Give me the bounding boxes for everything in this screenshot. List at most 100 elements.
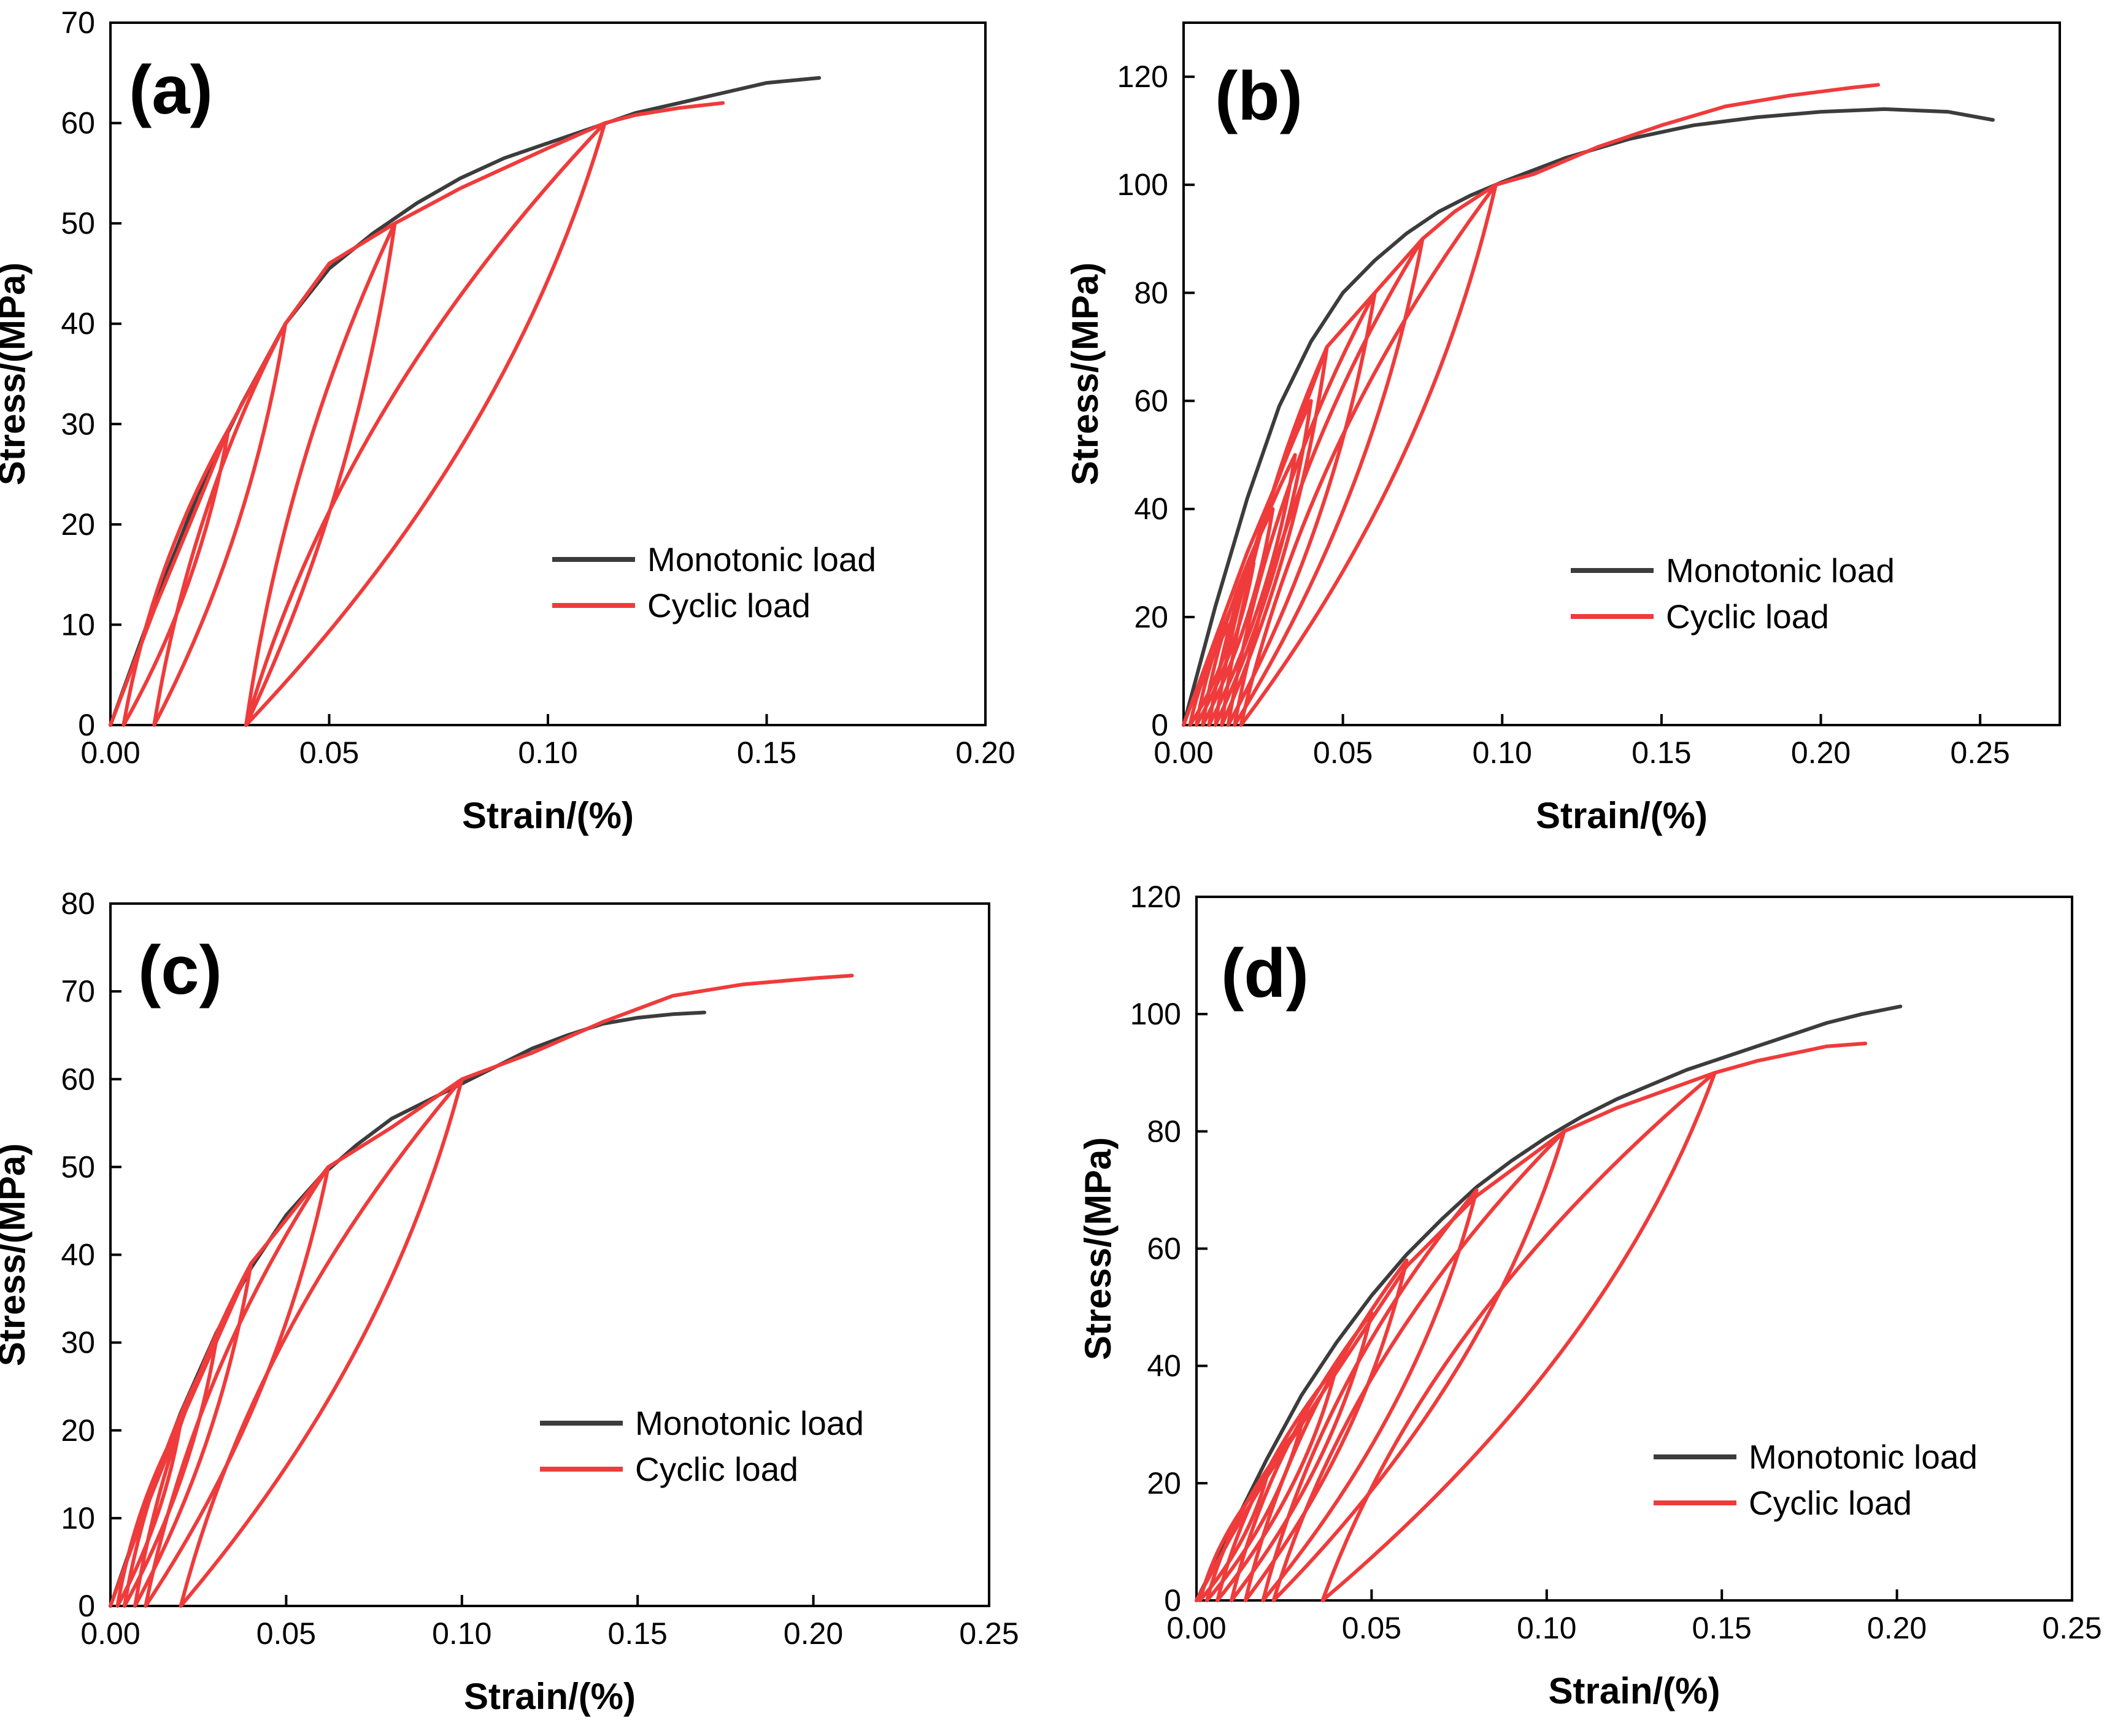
x-tick-label: 0.05 [1342, 1611, 1401, 1645]
cyclic-load-loop [244, 121, 607, 727]
y-tick-label: 20 [1134, 600, 1168, 634]
cyclic-load-envelope [1182, 83, 1880, 727]
cyclic-load-loop [1271, 1129, 1566, 1602]
panel-label: (c) [138, 932, 222, 1008]
legend-label-cyclic: Cyclic load [1666, 597, 1829, 636]
x-tick-label: 0.20 [784, 1616, 843, 1651]
x-tick-label: 0.20 [955, 735, 1015, 770]
y-tick-label: 10 [61, 1501, 95, 1535]
panel-b: 0.00 0.05 0.10 0.15 0.20 0.25 0 20 40 60 80 100 120 S… [1065, 21, 2061, 836]
plot-frame [109, 21, 987, 726]
y-tick-label: 0 [1164, 1583, 1181, 1618]
cyclic-load-envelope [109, 974, 854, 1608]
y-tick-label: 60 [1147, 1232, 1181, 1266]
panel-label: (d) [1221, 935, 1309, 1012]
legend-label-monotonic: Monotonic load [1666, 551, 1895, 590]
y-tick-label: 20 [1147, 1466, 1181, 1500]
cyclic-load-envelope [1195, 1042, 1868, 1602]
y-axis-title: Stress/(MPa) [1077, 1137, 1119, 1360]
x-tick-label: 0.05 [256, 1616, 316, 1651]
y-tick-label: 120 [1130, 880, 1181, 914]
y-tick-label: 0 [78, 1589, 95, 1623]
cyclic-load-loop [1320, 1070, 1717, 1602]
x-tick-label: 0.00 [1154, 735, 1213, 770]
panel-label: (b) [1215, 58, 1303, 134]
y-tick-label: 80 [1147, 1114, 1181, 1148]
cyclic-load-loop [244, 221, 397, 727]
x-tick-label: 0.00 [1166, 1611, 1226, 1645]
y-axis-title: Stress/(MPa) [0, 1143, 33, 1366]
cyclic-load-loop [152, 321, 288, 727]
x-tick-label: 0.15 [1692, 1611, 1752, 1645]
y-tick-label: 40 [1134, 492, 1168, 526]
y-tick-label: 50 [61, 206, 95, 240]
x-tick-label: 0.25 [1951, 735, 2010, 770]
x-tick-label: 0.15 [737, 735, 796, 770]
cyclic-load-loop [122, 1340, 218, 1608]
y-tick-label: 120 [1117, 60, 1168, 94]
panel-c: 0.00 0.05 0.10 0.15 0.20 0.25 0 10 20 30 40 50 60 70 8… [0, 886, 1019, 1717]
cyclic-load-loop [1230, 1311, 1374, 1602]
x-tick-label: 0.10 [1473, 735, 1532, 770]
y-tick-label: 20 [61, 507, 95, 542]
cyclic-load-loop [1215, 1364, 1339, 1602]
y-tick-label: 80 [61, 886, 95, 921]
x-tick-label: 0.10 [432, 1616, 491, 1651]
x-tick-label: 0.00 [80, 735, 140, 770]
x-tick-label: 0.05 [299, 735, 359, 770]
cyclic-load-loop [1261, 1188, 1479, 1602]
x-axis-title: Strain/(%) [1536, 795, 1708, 836]
y-tick-label: 20 [61, 1413, 95, 1448]
cyclic-load-loop [1226, 291, 1377, 727]
x-tick-label: 0.20 [1791, 735, 1851, 770]
legend-label-cyclic: Cyclic load [1749, 1484, 1912, 1522]
cyclic-load-loop [133, 1261, 253, 1608]
y-tick-label: 10 [61, 607, 95, 642]
legend-label-monotonic: Monotonic load [647, 540, 876, 578]
y-tick-label: 40 [1147, 1349, 1181, 1383]
x-tick-label: 0.25 [959, 1616, 1019, 1651]
legend-label-monotonic: Monotonic load [1749, 1438, 1978, 1476]
y-tick-label: 70 [61, 6, 95, 40]
cyclic-load-loop [121, 427, 231, 727]
y-tick-label: 50 [61, 1150, 95, 1184]
plot-frame [1182, 21, 2061, 726]
y-tick-label: 70 [61, 974, 95, 1008]
cyclic-load-loop [1233, 237, 1425, 727]
y-tick-label: 80 [1134, 275, 1168, 310]
plot-frame [109, 902, 990, 1607]
cyclic-load-loop [144, 1165, 331, 1608]
x-tick-label: 0.05 [1313, 735, 1373, 770]
cyclic-load-loop [179, 1077, 464, 1608]
legend-label-monotonic: Monotonic load [635, 1404, 864, 1442]
y-tick-label: 30 [61, 407, 95, 441]
y-axis-title: Stress/(MPa) [0, 263, 33, 485]
monotonic-load-curve [1182, 107, 1995, 727]
x-tick-label: 0.20 [1867, 1611, 1927, 1645]
monotonic-load-curve [1195, 1004, 1903, 1602]
x-tick-label: 0.10 [1517, 1611, 1576, 1645]
y-tick-label: 40 [61, 307, 95, 341]
y-tick-label: 60 [61, 1062, 95, 1096]
y-tick-label: 100 [1117, 167, 1168, 202]
x-tick-label: 0.10 [518, 735, 577, 770]
plot-frame [1195, 896, 2073, 1602]
cyclic-load-envelope [109, 101, 725, 727]
x-tick-label: 0.00 [80, 1616, 140, 1651]
y-tick-label: 30 [61, 1326, 95, 1360]
legend-label-cyclic: Cyclic load [635, 1450, 798, 1488]
y-tick-label: 0 [78, 708, 95, 742]
monotonic-load-curve [109, 76, 822, 727]
y-tick-label: 60 [61, 106, 95, 140]
panel-label: (a) [129, 52, 213, 128]
cyclic-load-loop [1239, 183, 1498, 727]
y-tick-label: 40 [61, 1238, 95, 1272]
x-tick-label: 0.25 [2042, 1611, 2102, 1645]
y-tick-label: 60 [1134, 384, 1168, 418]
y-tick-label: 0 [1151, 708, 1168, 742]
x-tick-label: 0.15 [608, 1616, 668, 1651]
x-axis-title: Strain/(%) [464, 1676, 636, 1717]
y-tick-label: 100 [1130, 997, 1181, 1031]
legend-label-cyclic: Cyclic load [647, 586, 811, 624]
